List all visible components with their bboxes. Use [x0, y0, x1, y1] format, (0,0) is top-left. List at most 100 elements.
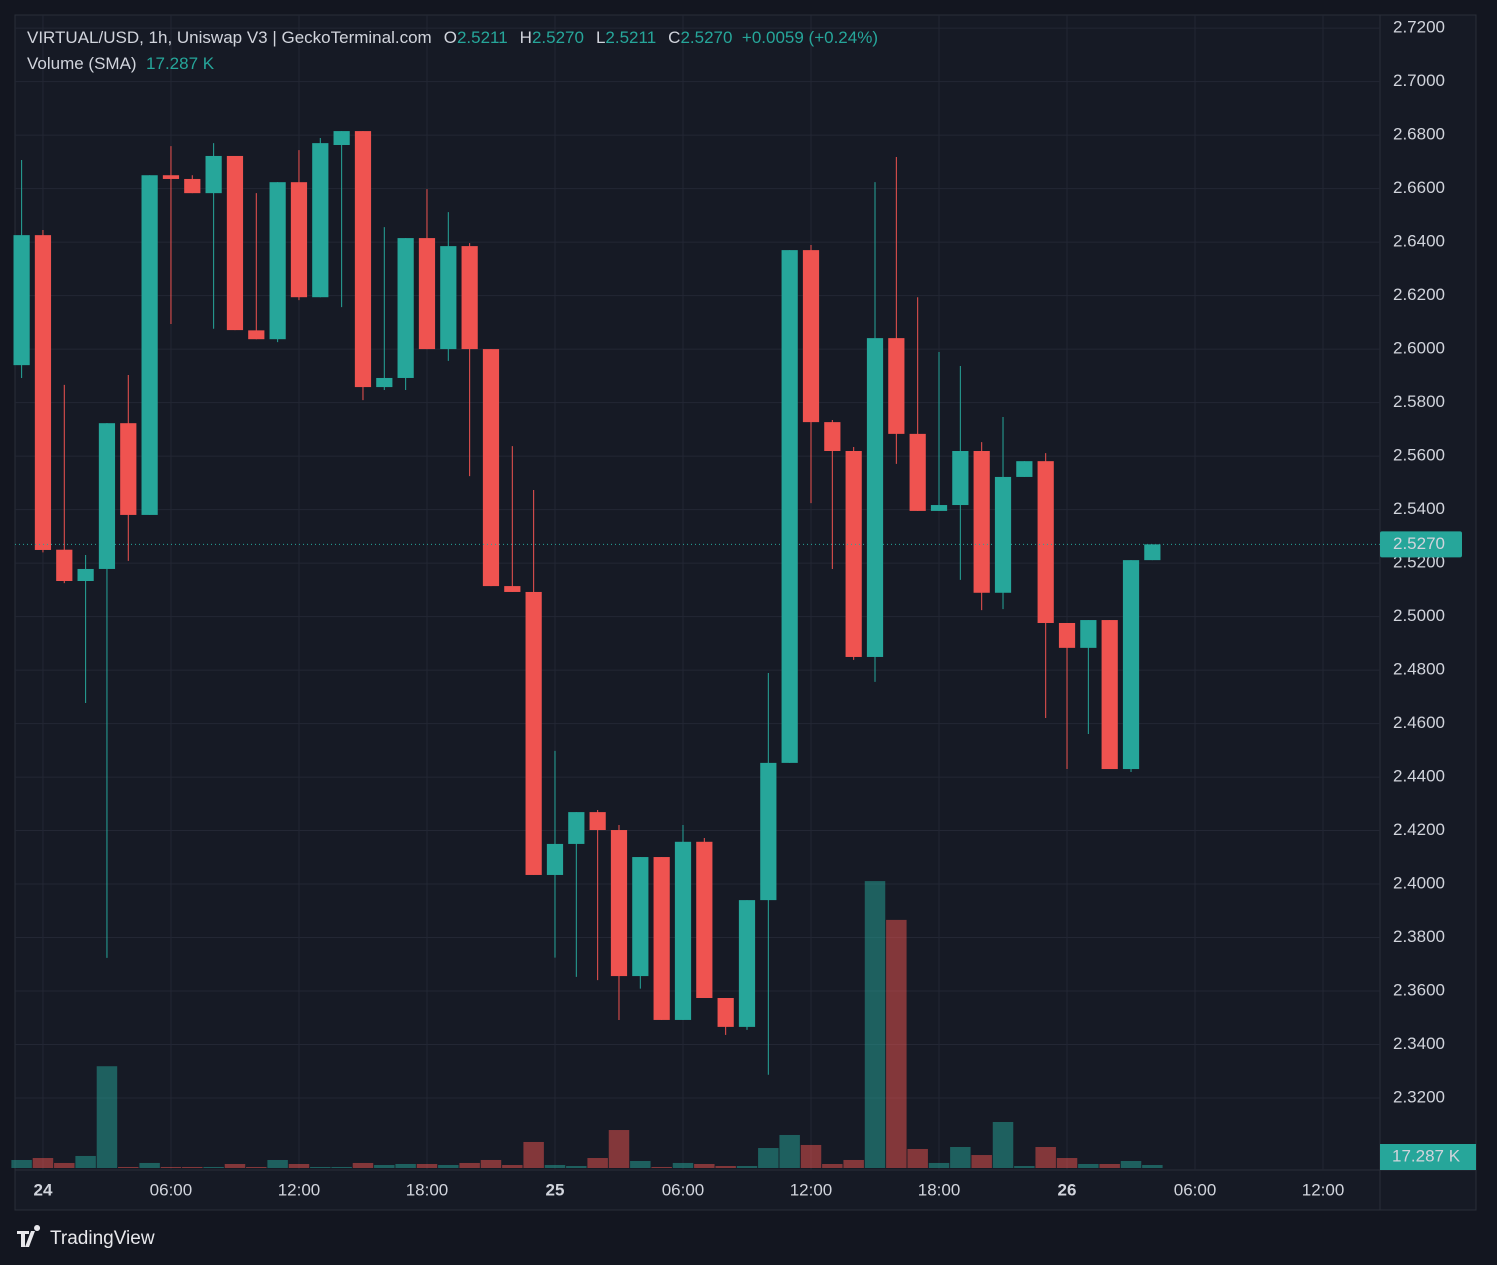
candle-body — [1016, 461, 1033, 477]
y-tick-label: 2.4200 — [1393, 820, 1445, 839]
y-tick-label: 2.5800 — [1393, 392, 1445, 411]
y-tick-label: 2.5400 — [1393, 499, 1445, 518]
volume-bar — [331, 1166, 352, 1168]
ohlc-value: 2.5270 — [680, 28, 733, 47]
volume-bar — [96, 1066, 118, 1168]
volume-bar — [1120, 1161, 1142, 1168]
volume-bar — [395, 1163, 416, 1168]
y-tick-label: 2.4000 — [1393, 874, 1445, 893]
candle-body — [994, 476, 1012, 593]
volume-bar — [1014, 1166, 1035, 1168]
candle-body — [333, 131, 350, 145]
volume-sma-label: 17.287 K — [1392, 1146, 1461, 1165]
volume-bar — [246, 1166, 267, 1168]
last-price-box — [1380, 531, 1462, 558]
y-tick-label: 2.6200 — [1393, 285, 1445, 304]
volume-bar — [651, 1166, 672, 1168]
volume-bar — [480, 1159, 502, 1168]
candle-body — [461, 246, 478, 350]
candle-body — [120, 423, 137, 515]
volume-bar — [1142, 1165, 1163, 1168]
x-tick-label: 06:00 — [1174, 1180, 1217, 1199]
y-tick-label: 2.7000 — [1393, 71, 1445, 90]
candle-body — [397, 238, 414, 378]
y-tick-label: 2.3800 — [1393, 927, 1445, 946]
volume-bar — [288, 1163, 310, 1168]
volume-bar — [694, 1163, 715, 1168]
candle-body — [77, 568, 94, 581]
candle-body — [888, 338, 905, 434]
volume-bar — [907, 1148, 928, 1168]
candle-body — [802, 250, 820, 423]
y-tick-label: 2.6600 — [1393, 178, 1445, 197]
x-tick-label: 18:00 — [918, 1180, 961, 1199]
candle-body — [781, 250, 798, 763]
candle-body — [909, 433, 926, 511]
volume-sma-box — [1380, 1144, 1476, 1171]
volume-bar — [352, 1162, 374, 1168]
x-tick-label: 26 — [1058, 1180, 1077, 1199]
candle-body — [504, 586, 521, 592]
candle-body — [226, 155, 244, 331]
volume-bar — [544, 1165, 566, 1168]
candle-body — [34, 235, 52, 550]
axis: 2.7200 2.7000 2.6800 2.6600 2.6400 2.6200 2.60… — [33, 18, 1476, 1199]
volume-bar — [224, 1163, 246, 1168]
volume-bar — [523, 1141, 544, 1168]
volume-bar — [11, 1159, 32, 1168]
volume-bar — [864, 881, 886, 1168]
ohlc-key: L — [595, 28, 606, 47]
candle-body — [1058, 622, 1076, 648]
ohlc: O2.5211 H2.5270 L2.5211 C2.5270 — [432, 28, 733, 47]
candle-body — [376, 377, 393, 388]
volume-bar — [843, 1159, 864, 1168]
candle-body — [717, 998, 734, 1027]
brand: TradingView — [50, 1228, 155, 1249]
ohlc-value: 2.5270 — [531, 28, 584, 47]
candle-body — [674, 841, 692, 1020]
y-tick-label: 2.5600 — [1393, 446, 1445, 465]
candle-body — [13, 235, 30, 366]
volume-bar — [630, 1161, 651, 1168]
candle-body — [696, 841, 713, 999]
volume-title: Volume (SMA) — [27, 54, 137, 73]
candle-body — [760, 762, 777, 901]
brand-logo — [17, 1225, 41, 1247]
candle-body — [824, 422, 841, 452]
marks — [11, 131, 1380, 1168]
volume-bar — [267, 1159, 288, 1168]
y-tick-label: 2.5000 — [1393, 606, 1445, 625]
candle-body — [98, 423, 116, 569]
x-tick-label: 06:00 — [150, 1180, 193, 1199]
last-price-label: 2.5270 — [1393, 534, 1445, 553]
volume-bar — [608, 1130, 630, 1168]
volume-bar — [118, 1166, 139, 1168]
y-tick-label: 2.4600 — [1393, 713, 1445, 732]
volume-bar — [971, 1155, 992, 1168]
candle-body — [546, 843, 564, 875]
y-tick-label: 2.4400 — [1393, 767, 1445, 786]
candle-body — [56, 549, 73, 581]
volume-bar — [587, 1158, 608, 1168]
x-tick-label: 24 — [33, 1180, 52, 1199]
ohlc-key: C — [668, 28, 681, 47]
volume-value: 17.287 K — [146, 54, 215, 73]
volume-bar — [416, 1163, 438, 1168]
x-tick-label: 12:00 — [1302, 1180, 1345, 1199]
y-tick-label: 2.3600 — [1393, 981, 1445, 1000]
volume-bar — [182, 1166, 203, 1168]
volume-bar — [715, 1166, 736, 1168]
candle-body — [525, 591, 542, 875]
candle-body — [1037, 461, 1054, 623]
change: +0.0059 (+0.24%) — [741, 28, 878, 47]
x-tick-label: 12:00 — [790, 1180, 833, 1199]
candle-body — [568, 812, 585, 844]
candle-body — [866, 338, 884, 657]
volume-bar — [736, 1166, 758, 1168]
candle-body — [162, 175, 180, 179]
ohlc-value: 2.5211 — [605, 28, 657, 47]
x-tick-label: 18:00 — [406, 1180, 449, 1199]
volume-bar — [310, 1166, 331, 1168]
